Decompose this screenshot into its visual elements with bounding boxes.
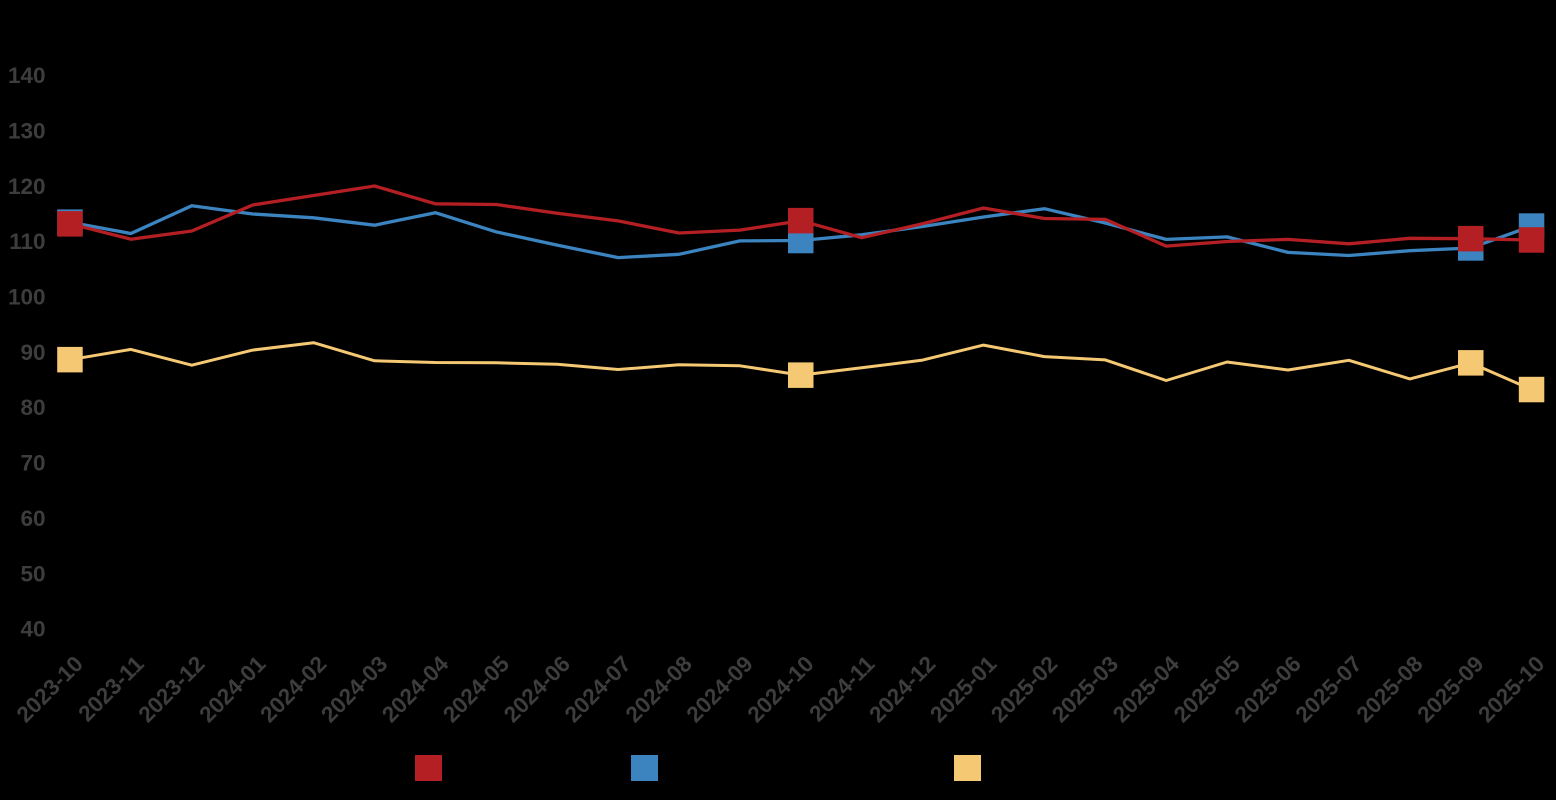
svg-text:60: 60 bbox=[20, 506, 45, 531]
svg-text:110: 110 bbox=[9, 229, 45, 254]
svg-text:90: 90 bbox=[20, 340, 45, 365]
svg-text:50: 50 bbox=[20, 561, 45, 586]
svg-text:140: 140 bbox=[8, 63, 46, 88]
svg-text:80: 80 bbox=[20, 395, 45, 420]
svg-text:70: 70 bbox=[20, 451, 45, 476]
svg-text:130: 130 bbox=[8, 118, 46, 143]
svg-text:100: 100 bbox=[8, 285, 46, 310]
svg-text:40: 40 bbox=[20, 617, 45, 642]
svg-text:120: 120 bbox=[8, 174, 46, 199]
